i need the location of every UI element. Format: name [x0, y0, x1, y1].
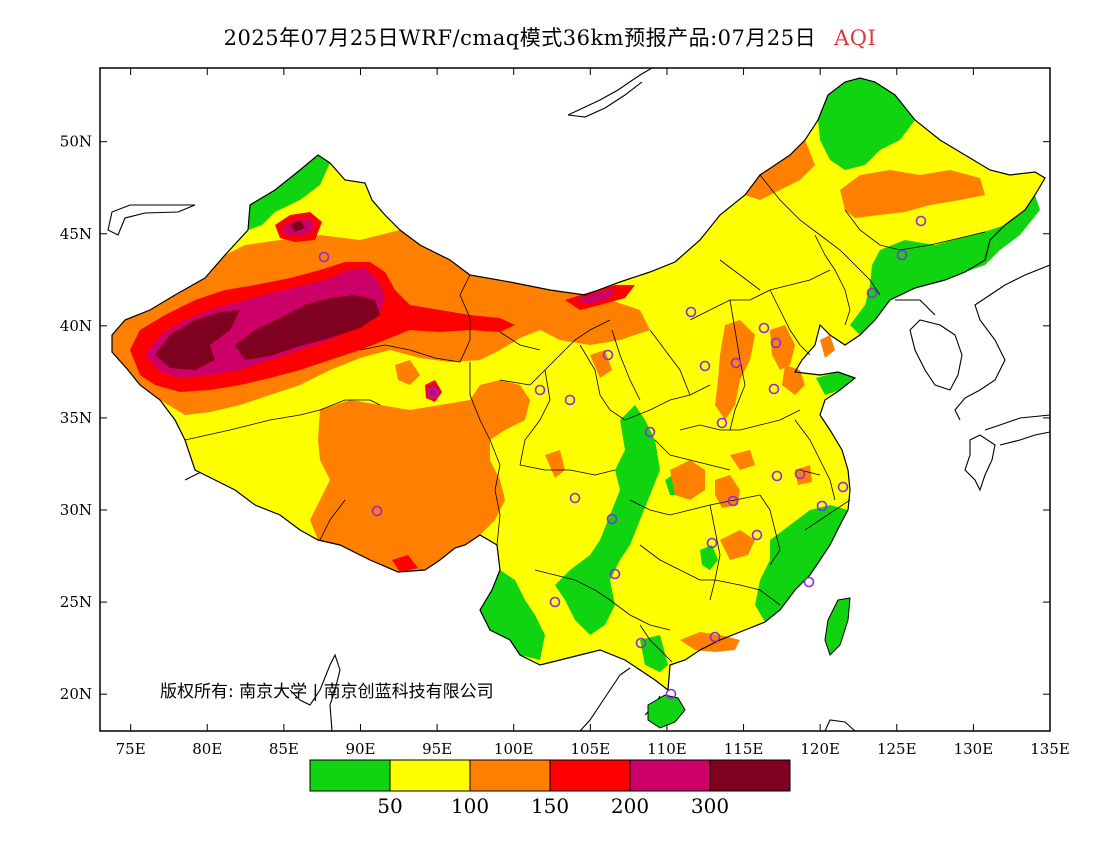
legend-label: 200 — [611, 794, 649, 818]
china-outline — [111, 77, 1046, 692]
map-frame — [99, 67, 1051, 732]
x-tick-label: 125E — [877, 740, 917, 758]
copyright-text: 版权所有: 南京大学 | 南京创蓝科技有限公司 — [160, 682, 494, 702]
y-tick-label: 35N — [60, 409, 92, 427]
station-marker[interactable] — [706, 537, 718, 549]
x-tick-label: 120E — [800, 740, 840, 758]
station-marker[interactable] — [866, 287, 878, 299]
station-marker[interactable] — [915, 215, 927, 227]
y-axis: 20N 25N 30N 35N 40N 45N 50N — [60, 133, 1050, 703]
station-marker[interactable] — [709, 631, 721, 643]
foreign-borders — [107, 68, 1050, 731]
y-tick-label: 20N — [60, 685, 92, 703]
station-marker[interactable] — [371, 505, 383, 517]
station-marker[interactable] — [730, 357, 742, 369]
x-tick-label: 135E — [1030, 740, 1070, 758]
x-tick-label: 85E — [269, 740, 299, 758]
legend-label: 150 — [531, 794, 569, 818]
station-marker[interactable] — [665, 688, 677, 700]
title-main: 2025年07月25日WRF/cmaq模式36km预报产品:07月25日 — [223, 26, 817, 50]
x-tick-label: 130E — [954, 740, 994, 758]
title-variable: AQI — [834, 26, 877, 50]
legend-swatch — [469, 759, 551, 792]
taiwan-island — [825, 598, 850, 655]
x-tick-label: 95E — [422, 740, 452, 758]
x-tick-label: 75E — [116, 740, 146, 758]
station-marker[interactable] — [837, 481, 849, 493]
x-tick-label: 115E — [724, 740, 764, 758]
aqi-region-green — [248, 78, 1040, 672]
station-markers — [318, 215, 927, 700]
station-marker[interactable] — [816, 500, 828, 512]
aqi-legend: 50 100 150 200 300 — [309, 759, 791, 818]
station-marker[interactable] — [635, 637, 647, 649]
x-tick-label: 90E — [345, 740, 375, 758]
station-marker[interactable] — [564, 394, 576, 406]
station-marker[interactable] — [751, 529, 763, 541]
station-marker[interactable] — [716, 417, 728, 429]
legend-label: 100 — [451, 794, 489, 818]
station-marker[interactable] — [771, 470, 783, 482]
y-tick-label: 40N — [60, 317, 92, 335]
station-marker[interactable] — [685, 306, 697, 318]
station-marker[interactable] — [318, 251, 330, 263]
legend-swatch — [549, 759, 631, 792]
x-axis: 75E 80E 85E 90E 95E 100E 105E 110E 115E 120E 125E 1… — [116, 68, 1070, 758]
station-marker[interactable] — [896, 249, 908, 261]
province-borders — [184, 174, 986, 663]
map-title: 2025年07月25日WRF/cmaq模式36km预报产品:07月25日 AQI — [0, 22, 1100, 52]
legend-label: 50 — [377, 794, 402, 818]
y-tick-label: 45N — [60, 225, 92, 243]
station-marker[interactable] — [644, 426, 656, 438]
x-tick-label: 110E — [647, 740, 687, 758]
station-marker[interactable] — [606, 513, 618, 525]
legend-swatch — [709, 759, 791, 792]
station-marker[interactable] — [534, 384, 546, 396]
map-canvas: 版权所有: 南京大学 | 南京创蓝科技有限公司 — [107, 68, 1050, 731]
y-tick-label: 50N — [60, 133, 92, 151]
station-marker[interactable] — [794, 468, 806, 480]
x-tick-label: 105E — [571, 740, 611, 758]
aqi-region-maroon — [155, 220, 380, 370]
station-marker[interactable] — [609, 568, 621, 580]
legend-swatch — [629, 759, 711, 792]
station-marker[interactable] — [758, 322, 770, 334]
y-tick-label: 25N — [60, 593, 92, 611]
legend-swatch — [309, 759, 391, 792]
x-tick-label: 100E — [494, 740, 534, 758]
station-marker[interactable] — [569, 492, 581, 504]
station-marker[interactable] — [427, 387, 439, 399]
station-marker[interactable] — [803, 576, 815, 588]
station-marker[interactable] — [699, 360, 711, 372]
legend-swatch — [389, 759, 471, 792]
station-marker[interactable] — [727, 495, 739, 507]
station-marker[interactable] — [602, 349, 614, 361]
hainan-island — [648, 695, 685, 728]
y-tick-label: 30N — [60, 501, 92, 519]
legend-label: 300 — [691, 794, 729, 818]
station-marker[interactable] — [770, 337, 782, 349]
station-marker[interactable] — [768, 383, 780, 395]
x-tick-label: 80E — [192, 740, 222, 758]
station-marker[interactable] — [549, 596, 561, 608]
